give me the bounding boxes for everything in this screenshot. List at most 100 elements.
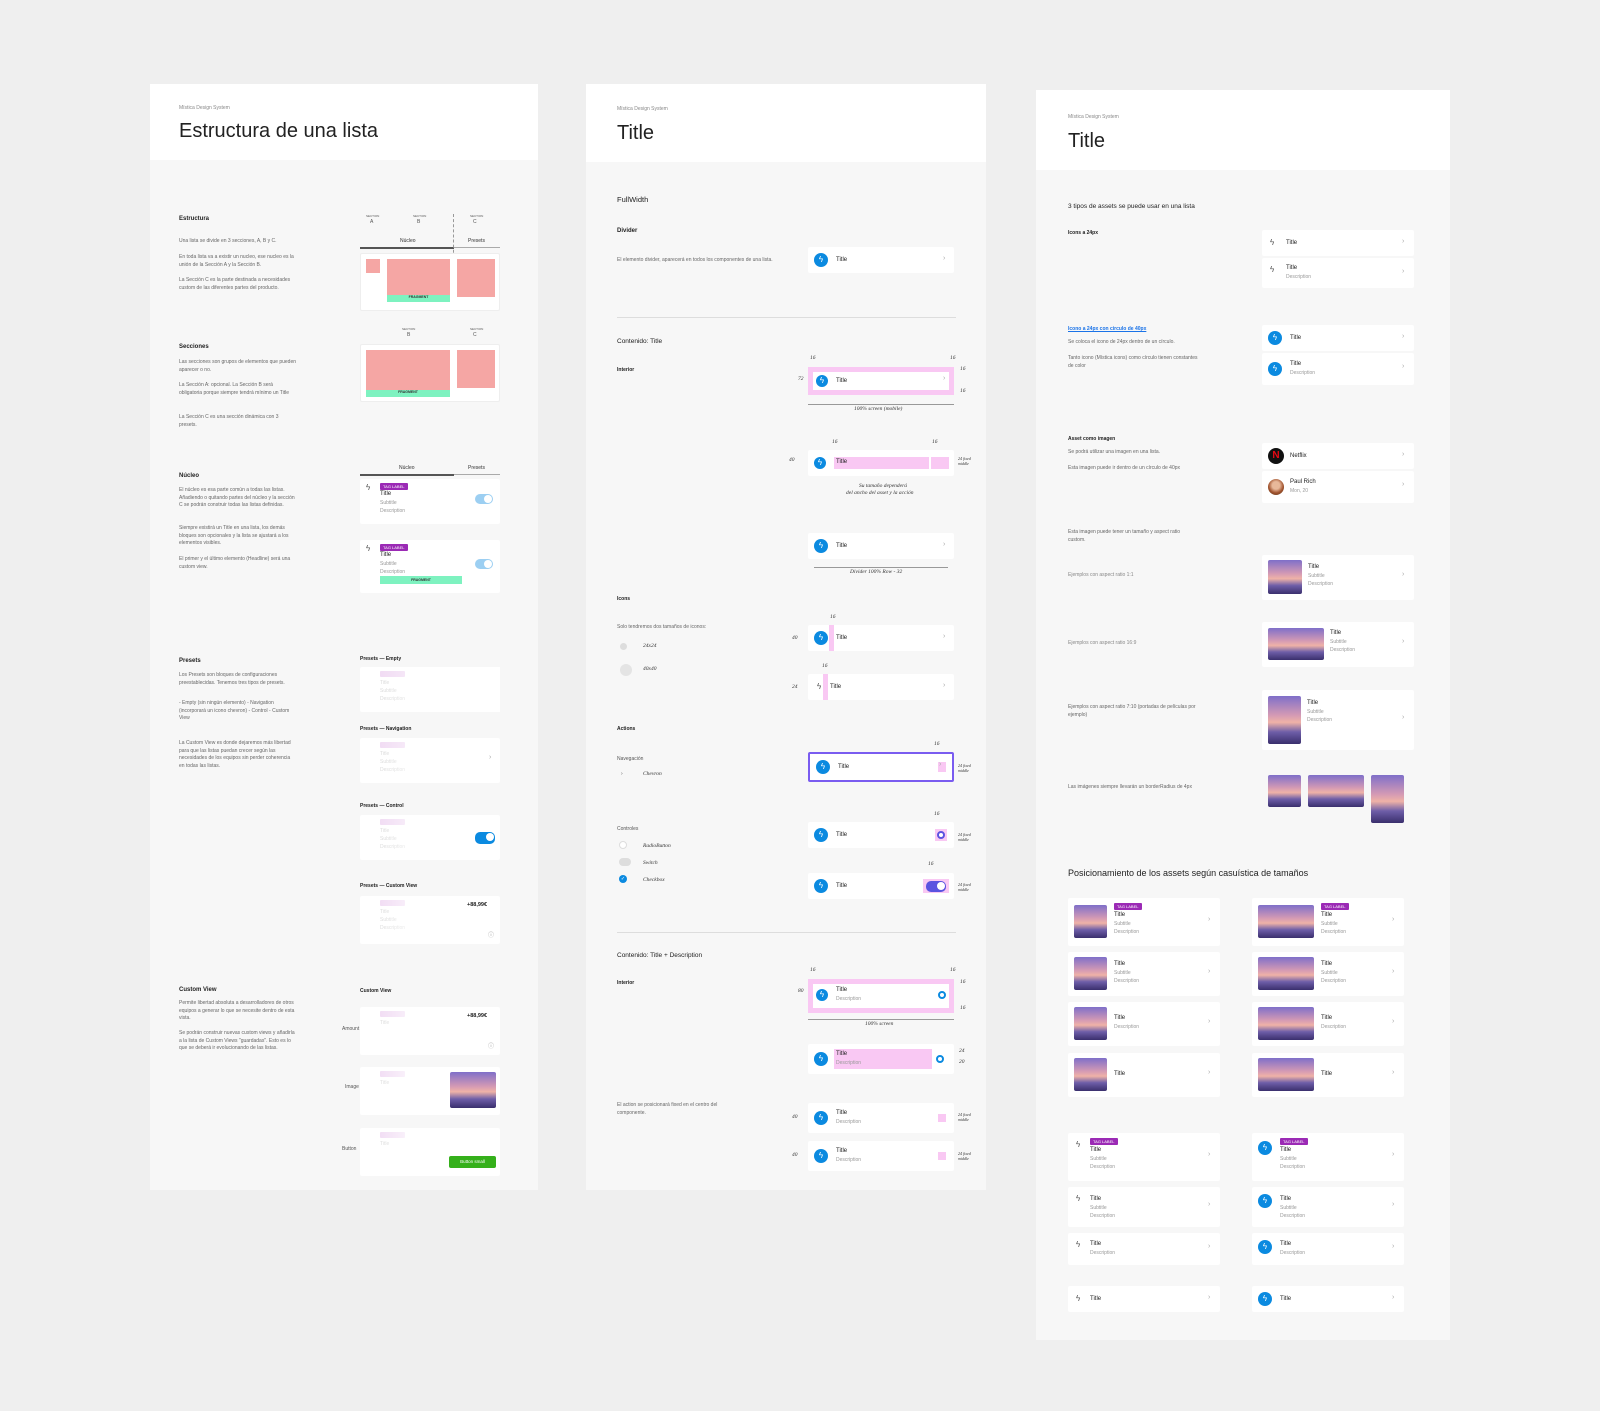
list-row-selected[interactable]: ϟ Title › <box>808 752 954 782</box>
list-row[interactable]: ϟ TAG LABEL Title Subtitle Description › <box>1252 1133 1404 1181</box>
radio-button[interactable] <box>619 841 627 849</box>
checkbox[interactable]: ✓ <box>619 875 627 883</box>
annotation-note: Su tamaño dependerá <box>859 483 907 489</box>
fixed-annotation: middle <box>958 768 969 773</box>
list-row[interactable]: ϟ Title › <box>1068 1286 1220 1312</box>
list-row[interactable]: ϟ TAG LABEL Title Subtitle Description › <box>1068 1133 1220 1181</box>
paragraph: La Sección C es la parte destinada a nec… <box>179 277 291 291</box>
custom-amount-card: Title +88,99€ ⓘ <box>360 1007 500 1055</box>
section-heading: Secciones <box>179 344 209 350</box>
item-title: Netflix <box>1290 453 1307 459</box>
bolt-icon: ϟ <box>1262 1196 1268 1205</box>
switch-toggle[interactable] <box>475 559 493 569</box>
spacing-annotation: 16 <box>810 967 816 973</box>
section-b-label: B <box>407 332 411 338</box>
list-row[interactable]: N Netflix › <box>1262 443 1414 469</box>
chevron-right-icon: › <box>1392 968 1395 975</box>
list-row[interactable]: Title › <box>1068 1053 1220 1097</box>
item-description: Description <box>1114 978 1140 984</box>
list-row[interactable]: TAG LABEL Title Subtitle Description › <box>1252 898 1404 946</box>
item-description: Description <box>1308 581 1334 587</box>
list-row[interactable]: TAG LABEL Title Subtitle Description › <box>1068 898 1220 946</box>
list-row[interactable]: ϟ Title Subtitle Description › <box>1252 1187 1404 1227</box>
list-row[interactable]: ϟ Title › <box>808 247 954 273</box>
radio-button[interactable] <box>938 991 946 999</box>
tab-nucleo: Núcleo <box>399 465 415 471</box>
spacing-annotation: 16 <box>960 1005 966 1011</box>
landscape-image <box>1268 560 1302 594</box>
list-row[interactable]: ϟ Title Description › <box>1068 1233 1220 1265</box>
chevron-right-icon: › <box>1392 1201 1395 1208</box>
item-title: Title <box>1290 361 1302 367</box>
spacing-annotation: 16 <box>950 355 956 361</box>
section-c-label: C <box>473 332 477 338</box>
list-row[interactable]: ϟ Title › <box>808 625 954 651</box>
paragraph: Ejemplos con aspect ratio 7:10 (portadas… <box>1068 704 1196 718</box>
item-title: Title <box>838 764 850 770</box>
bolt-circle-icon: ϟ <box>814 539 828 553</box>
item-subtitle: Subtitle <box>1090 1205 1107 1211</box>
list-row[interactable]: ϟ Title <box>808 450 954 476</box>
bolt-icon: ϟ <box>818 1113 824 1122</box>
height-annotation: 24 <box>792 684 798 690</box>
list-row[interactable]: Title Subtitle Description › <box>1262 622 1414 667</box>
list-row[interactable]: Title Description › <box>1252 1002 1404 1046</box>
section-heading: Contenido: Title + Description <box>617 952 703 959</box>
icon-size-label: 24x24 <box>643 643 657 649</box>
list-row[interactable]: ϟ Title Description › <box>1262 258 1414 288</box>
list-row[interactable]: Paul Rich Mon, 20 › <box>1262 471 1414 503</box>
section-label: SECTION <box>366 214 380 218</box>
preset-navigation-card[interactable]: Title Subtitle Description › <box>360 738 500 783</box>
item-subtitle: Subtitle <box>1321 970 1338 976</box>
list-row[interactable]: ϟ Title › <box>808 674 954 700</box>
chevron-right-icon: › <box>1208 968 1211 975</box>
item-title: Title <box>1308 564 1320 570</box>
list-row[interactable]: ϟ Title › <box>808 533 954 559</box>
list-row[interactable]: ϟ Title Description › <box>1262 353 1414 385</box>
list-row[interactable]: ϟ Title › <box>1262 230 1414 256</box>
subsection-heading: Interior <box>617 980 635 986</box>
list-row[interactable]: Title Subtitle Description › <box>1252 952 1404 996</box>
list-row[interactable]: ϟ Title Description › <box>1252 1233 1404 1265</box>
list-row[interactable]: Title Subtitle Description › <box>1068 952 1220 996</box>
chevron-right-icon: › <box>943 682 946 689</box>
bolt-icon: ϟ <box>818 541 824 550</box>
list-row[interactable]: ϟ Title Subtitle Description › <box>1068 1187 1220 1227</box>
item-title: Title <box>836 257 848 263</box>
paragraph: Los Presets son bloques de configuracion… <box>179 672 285 686</box>
paragraph: La Sección C es una sección dinámica con… <box>179 414 279 428</box>
list-row[interactable]: Title Description › <box>1068 1002 1220 1046</box>
section-c-label: C <box>473 219 477 225</box>
list-row[interactable]: ϟ Title Description <box>808 1141 954 1171</box>
chevron-right-icon: › <box>1208 1018 1211 1025</box>
item-title: Title <box>1114 912 1126 918</box>
radio-button[interactable] <box>937 831 945 839</box>
list-row[interactable]: ϟ Title Description <box>808 1103 954 1133</box>
switch-toggle[interactable] <box>926 881 946 892</box>
item-description: Description <box>1321 1024 1347 1030</box>
custom-button-card: Title Button small <box>360 1128 500 1176</box>
list-row[interactable]: Title Subtitle Description › <box>1262 555 1414 600</box>
nucleo-card: ϟ TAG LABEL Title Subtitle Description <box>360 479 500 524</box>
radio-button[interactable] <box>936 1055 944 1063</box>
list-row[interactable]: Title Subtitle Description › <box>1262 690 1414 750</box>
small-button[interactable]: Button small <box>449 1156 496 1168</box>
landscape-image <box>1074 1058 1107 1091</box>
list-row[interactable]: ϟ Title Description <box>808 1044 954 1074</box>
switch-toggle[interactable] <box>475 494 493 504</box>
list-row[interactable]: ϟ Title <box>808 822 954 848</box>
list-row[interactable]: ϟ Title › <box>1262 325 1414 351</box>
paragraph: Se coloca el icono de 24px dentro de un … <box>1068 339 1175 345</box>
list-row[interactable]: ϟ Title › <box>1252 1286 1404 1312</box>
list-row[interactable]: Title › <box>1252 1053 1404 1097</box>
switch-toggle[interactable] <box>619 858 631 866</box>
paragraph: Solo tendremos dos tamaños de iconos: <box>617 624 707 630</box>
icon-size-sample <box>620 664 632 676</box>
fixed-annotation: 24 fixed <box>958 763 971 768</box>
list-row[interactable]: ϟ Title <box>808 873 954 899</box>
structure-diagram: SECTION A SECTION B SECTION C Núcleo Pre… <box>360 214 504 414</box>
chevron-right-icon: › <box>1402 268 1405 275</box>
paragraph: La Sección A: opcional. La Sección B ser… <box>179 382 290 396</box>
bolt-circle-icon: ϟ <box>816 375 828 387</box>
switch-toggle[interactable] <box>475 832 495 844</box>
